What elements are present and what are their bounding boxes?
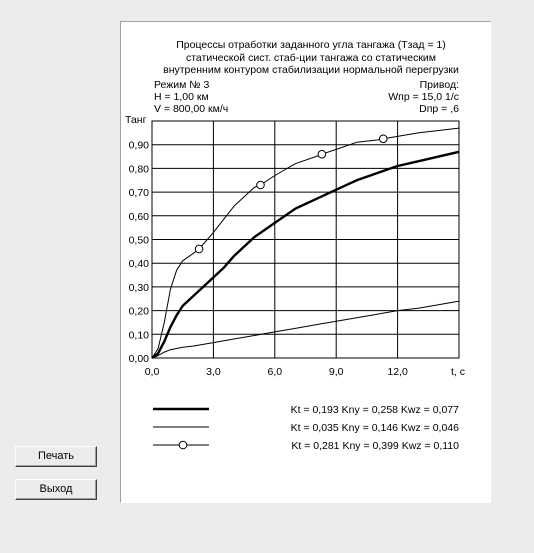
print-button[interactable]: Печать — [15, 446, 97, 467]
legend-marker — [178, 440, 188, 450]
x-axis-label: t, с — [451, 366, 465, 378]
y-tick-label: 0,80 — [129, 163, 150, 175]
x-tick-label: 0,0 — [145, 366, 160, 378]
y-tick-label: 0,40 — [129, 258, 150, 270]
y-tick-label: 0,90 — [129, 140, 150, 152]
series-marker — [256, 180, 265, 190]
plot-area: 0,00 0,10 0,20 0,30 0,40 0,50 0,60 0,70 0,80 0,90… — [129, 120, 460, 378]
y-axis-label: Танг — [125, 114, 147, 126]
mode-label: Режим № 3 — [154, 79, 209, 91]
y-tick-label: 0,70 — [129, 187, 150, 199]
legend-label-2: Kt = 0,035 Kny = 0,146 Kwz = 0,046 — [291, 422, 460, 434]
chart-title-line-2: статической сист. стаб-ции тангажа со ст… — [186, 52, 436, 64]
x-tick-label: 3,0 — [206, 366, 221, 378]
series-marker — [194, 244, 204, 254]
y-tick-label: 0,60 — [129, 211, 150, 223]
series-marker — [378, 134, 388, 144]
legend: Kt = 0,193 Kny = 0,258 Kwz = 0,077 Kt = 0… — [153, 404, 459, 452]
wpr-label: Wпр = 15,0 1/с — [388, 91, 459, 103]
dpr-label: Dпр = ,6 — [419, 103, 459, 115]
y-tick-label: 0,10 — [129, 329, 150, 341]
x-tick-label: 9,0 — [329, 366, 344, 378]
speed-label: V = 800,00 км/ч — [154, 103, 228, 115]
chart-panel: Процессы отработки заданного угла тангаж… — [120, 21, 491, 503]
series-line-2 — [151, 300, 460, 359]
y-tick-label: 0,20 — [129, 306, 150, 318]
x-tick-label: 6,0 — [267, 366, 282, 378]
chart-title-line-3: внутренним контуром стабилизации нормаль… — [163, 64, 459, 76]
chart-title-line-1: Процессы отработки заданного угла тангаж… — [176, 39, 446, 51]
x-tick-label: 12,0 — [387, 366, 408, 378]
chart-svg: Процессы отработки заданного угла тангаж… — [125, 39, 465, 452]
y-tick-label: 0,50 — [129, 235, 150, 247]
legend-label-1: Kt = 0,193 Kny = 0,258 Kwz = 0,077 — [291, 404, 460, 416]
series-marker — [317, 149, 327, 159]
legend-label-3: Kt = 0,281 Kny = 0,399 Kwz = 0,110 — [291, 440, 459, 452]
height-label: H = 1,00 км — [154, 91, 209, 103]
drive-title: Привод: — [420, 79, 459, 91]
series-line-1 — [151, 150, 460, 359]
y-tick-label: 0,30 — [129, 282, 150, 294]
exit-button[interactable]: Выход — [15, 479, 97, 500]
y-tick-label: 0,00 — [129, 353, 150, 365]
